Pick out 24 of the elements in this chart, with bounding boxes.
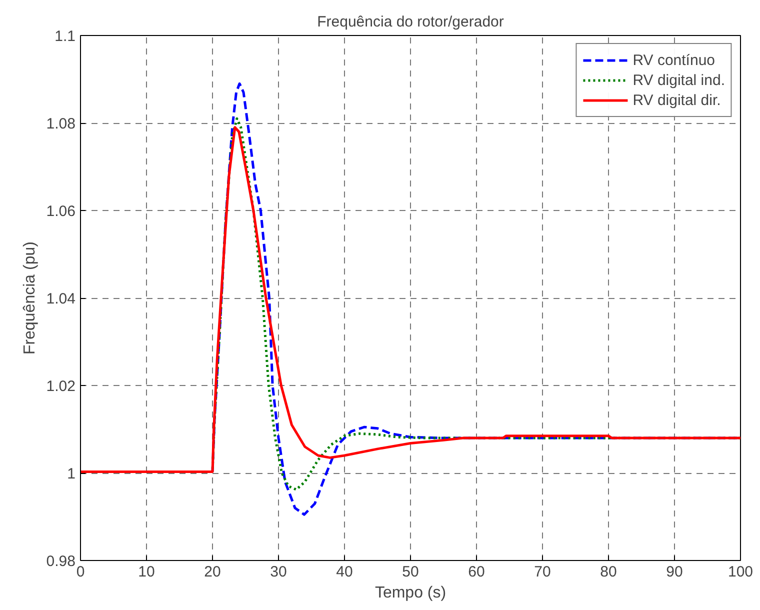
chart-title: Frequência do rotor/gerador — [317, 14, 504, 30]
x-tick-label: 20 — [204, 564, 221, 580]
legend-label: RV digital dir. — [632, 92, 721, 108]
y-tick-label: 1.02 — [46, 378, 76, 395]
y-tick-label: 1.04 — [46, 290, 76, 308]
x-tick-label: 40 — [336, 564, 353, 580]
legend-label: RV digital ind. — [632, 72, 725, 88]
x-tick-label: 70 — [534, 564, 551, 580]
x-tick-label: 10 — [138, 564, 155, 580]
y-tick-label: 1 — [67, 466, 76, 482]
y-tick-label: 1.06 — [46, 203, 76, 220]
x-tick-label: 100 — [728, 564, 754, 580]
x-tick-label: 30 — [270, 564, 287, 580]
legend-label: RV contínuo — [632, 52, 715, 68]
y-tick-label: 1.08 — [46, 116, 76, 132]
x-tick-label: 90 — [666, 564, 683, 580]
x-tick-label: 50 — [402, 564, 419, 580]
y-axis-title: Frequência (pu) — [21, 242, 38, 354]
x-tick-label: 60 — [468, 564, 485, 580]
x-axis-title: Tempo (s) — [374, 584, 446, 602]
x-tick-label: 80 — [600, 564, 617, 580]
y-tick-label: 0.98 — [46, 553, 76, 570]
x-tick-label: 0 — [76, 564, 85, 580]
y-tick-label: 1.1 — [54, 28, 76, 45]
